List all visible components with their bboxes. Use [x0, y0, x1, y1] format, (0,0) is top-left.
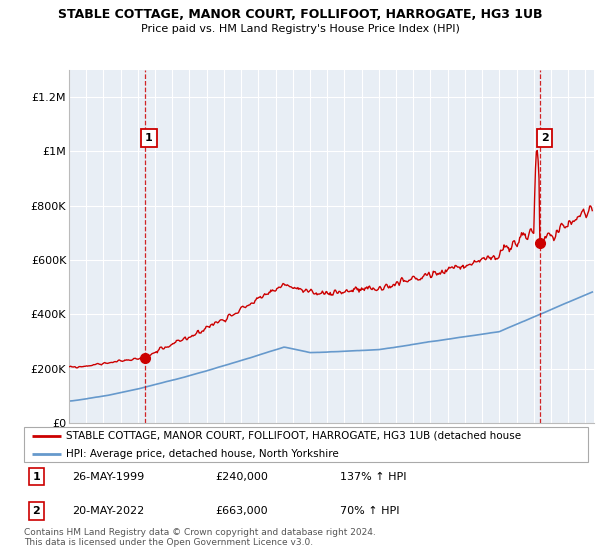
Text: Contains HM Land Registry data © Crown copyright and database right 2024.
This d: Contains HM Land Registry data © Crown c…	[24, 528, 376, 547]
Text: STABLE COTTAGE, MANOR COURT, FOLLIFOOT, HARROGATE, HG3 1UB: STABLE COTTAGE, MANOR COURT, FOLLIFOOT, …	[58, 8, 542, 21]
FancyBboxPatch shape	[24, 427, 588, 462]
Text: 70% ↑ HPI: 70% ↑ HPI	[340, 506, 400, 516]
Text: 1: 1	[32, 472, 40, 482]
Text: Price paid vs. HM Land Registry's House Price Index (HPI): Price paid vs. HM Land Registry's House …	[140, 24, 460, 34]
Text: 2: 2	[32, 506, 40, 516]
Text: 26-MAY-1999: 26-MAY-1999	[72, 472, 144, 482]
Text: 137% ↑ HPI: 137% ↑ HPI	[340, 472, 406, 482]
Text: £663,000: £663,000	[216, 506, 268, 516]
Text: 2: 2	[541, 133, 548, 143]
Text: 20-MAY-2022: 20-MAY-2022	[72, 506, 144, 516]
Text: 1: 1	[145, 133, 153, 143]
Text: £240,000: £240,000	[216, 472, 269, 482]
Text: HPI: Average price, detached house, North Yorkshire: HPI: Average price, detached house, Nort…	[66, 449, 339, 459]
Text: STABLE COTTAGE, MANOR COURT, FOLLIFOOT, HARROGATE, HG3 1UB (detached house: STABLE COTTAGE, MANOR COURT, FOLLIFOOT, …	[66, 431, 521, 441]
